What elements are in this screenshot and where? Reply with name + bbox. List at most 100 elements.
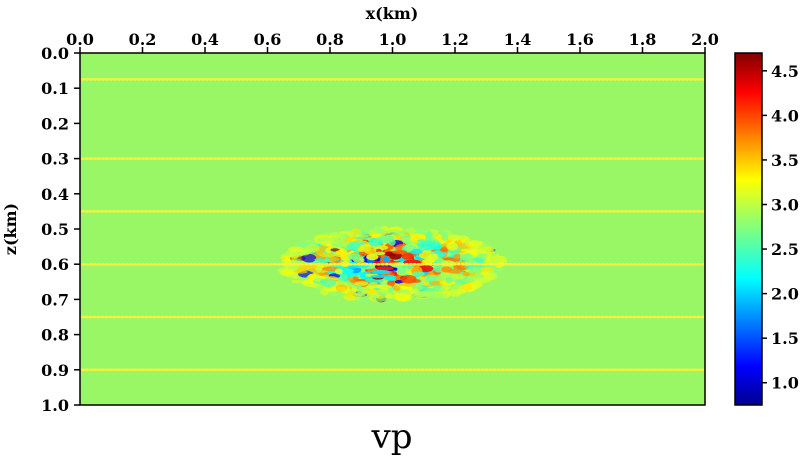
colorbar-frame [734,52,763,406]
x-tick-label: 1.2 [441,30,469,49]
colorbar-tick-label: 1.0 [771,374,799,393]
anomaly-cell [388,238,396,246]
anomaly-cell [335,249,348,256]
anomaly-cell [468,240,483,247]
anomaly-cell [447,268,462,274]
colorbar-tick-label: 1.5 [771,329,799,348]
anomaly-cell [445,276,453,284]
x-tick-label: 1.4 [504,30,532,49]
anomaly-cell [370,292,380,298]
anomaly-cell [335,268,343,275]
anomaly-cell [314,258,324,262]
anomaly-cell [328,292,341,296]
receiver-lines [80,78,705,372]
anomaly-cell [429,293,448,299]
anomaly-cell [288,246,304,252]
anomaly-cell [414,291,430,300]
y-tick-label: 0.2 [41,114,69,133]
anomaly-cell [367,282,379,289]
anomaly-cell [376,229,388,234]
anomaly-cell [319,253,337,258]
anomaly-cell [373,251,386,256]
anomaly-cell [376,284,393,290]
y-axis: 0.0 0.1 0.2 0.3 0.4 0.5 0.6 0.7 0.8 0.9 1.0 [41,44,80,415]
y-tick-label: 0.7 [41,290,69,309]
colorbar-tick-label: 3.5 [771,151,799,170]
anomaly-cell [306,245,320,252]
x-tick-label: 1.0 [379,30,407,49]
y-tick-label: 1.0 [41,396,69,415]
anomaly-cell [440,231,449,238]
x-tick-label: 1.8 [629,30,657,49]
anomaly-cell [401,253,414,260]
anomaly-cell [301,253,317,263]
y-tick-label: 0.8 [41,326,69,345]
y-tick-label: 0.5 [41,220,69,239]
colorbar-ticks: 1.0 1.5 2.0 2.5 3.0 3.5 4.0 4.5 [762,62,799,393]
anomaly-cell [410,249,423,255]
anomaly-cell [354,281,369,286]
y-tick-label: 0.0 [41,44,69,63]
anomaly-cell [428,253,439,261]
anomaly-cell [411,271,425,277]
anomaly-cell [323,287,339,292]
anomaly-cell [422,258,435,264]
figure-caption: vp [371,417,413,457]
anomaly-cell [437,288,445,293]
anomaly-cell [467,275,476,281]
y-tick-label: 0.1 [41,79,69,98]
anomaly-cell [447,234,462,242]
anomaly-cell [446,249,462,254]
plot-area [79,52,706,406]
anomaly-cell [430,280,443,286]
x-tick-label: 1.6 [566,30,594,49]
anomaly-cell [354,234,369,238]
x-tick-label: 0.2 [129,30,157,49]
anomaly-cell [376,266,394,271]
colorbar-tick-label: 4.5 [771,62,799,81]
anomaly-cell [372,269,390,275]
anomaly-cell [446,242,459,251]
anomaly-cell [336,286,347,291]
velocity-anomaly [277,226,508,303]
anomaly-cell [423,275,441,282]
anomaly-cell [284,251,299,257]
x-tick-label: 0.6 [254,30,282,49]
y-axis-title: z(km) [1,203,20,255]
anomaly-cell [384,274,397,281]
anomaly-cell [406,227,417,234]
x-tick-label: 0.8 [316,30,344,49]
anomaly-cell [459,253,474,260]
anomaly-cell [415,285,423,290]
anomaly-cell [462,271,470,277]
colorbar-tick-label: 3.0 [771,195,799,214]
anomaly-cell [352,276,359,281]
anomaly-cell [479,247,495,255]
anomaly-cell [364,246,377,255]
anomaly-cell [299,248,311,256]
anomaly-cell [320,278,337,288]
x-tick-label: 0.0 [66,30,94,49]
anomaly-cell [453,253,461,260]
anomaly-cell [366,253,379,261]
anomaly-cell [440,248,448,253]
colorbar-tick-label: 4.0 [771,106,799,125]
y-tick-label: 0.4 [41,185,69,204]
x-tick-label: 2.0 [691,30,719,49]
anomaly-cell [409,233,426,240]
anomaly-cell [298,242,311,247]
anomaly-cell [393,292,411,301]
x-axis: 0.0 0.2 0.4 0.6 0.8 1.0 1.2 1.4 1.6 1.8 2.0 [66,30,719,53]
anomaly-cell [483,272,498,281]
anomaly-cell [471,280,481,289]
anomaly-cell [370,274,388,279]
x-tick-label: 0.4 [191,30,219,49]
anomaly-cell [284,256,291,266]
anomaly-cell [333,239,350,247]
colorbar-tick-label: 2.5 [771,240,799,259]
anomaly-cell [398,282,416,287]
anomaly-cell [301,280,314,285]
anomaly-cell [383,255,390,263]
anomaly-cell [328,256,339,262]
